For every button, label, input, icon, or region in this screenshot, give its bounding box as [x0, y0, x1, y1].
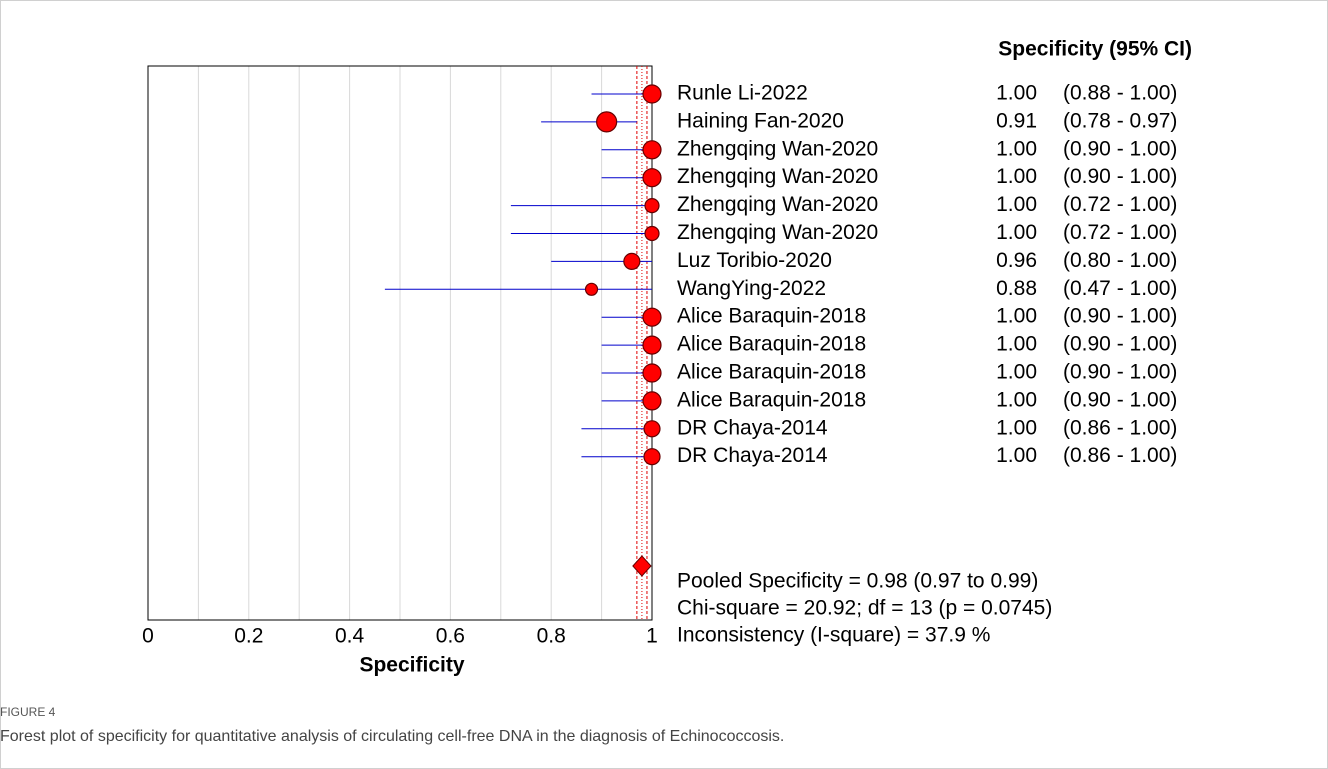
ci-label: (0.86 - 1.00) — [1063, 416, 1177, 439]
point-estimate — [584, 282, 599, 296]
x-tick-label: 0.6 — [436, 625, 465, 648]
point-estimate — [643, 448, 661, 466]
x-axis-label: Specificity — [359, 654, 464, 677]
figure-caption: Forest plot of specificity for quantitat… — [0, 728, 784, 745]
ci-label: (0.90 - 1.00) — [1063, 361, 1177, 384]
value-label: 1.00 — [996, 193, 1037, 216]
ci-label: (0.90 - 1.00) — [1063, 137, 1177, 160]
study-name: Haining Fan-2020 — [677, 109, 844, 132]
study-name: Alice Baraquin-2018 — [677, 305, 866, 328]
value-label: 1.00 — [996, 137, 1037, 160]
study-name: DR Chaya-2014 — [677, 444, 828, 467]
pooled-diamond — [632, 555, 652, 577]
study-name: WangYing-2022 — [677, 277, 826, 300]
study-name: Zhengqing Wan-2020 — [677, 193, 878, 216]
value-label: 0.96 — [996, 249, 1037, 272]
study-name: Zhengqing Wan-2020 — [677, 137, 878, 160]
value-label: 0.88 — [996, 277, 1037, 300]
study-name: Alice Baraquin-2018 — [677, 333, 866, 356]
point-estimate — [642, 307, 662, 327]
ci-label: (0.90 - 1.00) — [1063, 388, 1177, 411]
value-label: 1.00 — [996, 305, 1037, 328]
point-estimate — [642, 335, 662, 355]
study-name: DR Chaya-2014 — [677, 416, 828, 439]
value-label: 1.00 — [996, 361, 1037, 384]
point-estimate — [623, 252, 641, 270]
study-name: Zhengqing Wan-2020 — [677, 221, 878, 244]
ci-label: (0.90 - 1.00) — [1063, 333, 1177, 356]
ci-label: (0.72 - 1.00) — [1063, 221, 1177, 244]
annotation: Inconsistency (I-square) = 37.9 % — [677, 624, 990, 647]
point-estimate — [642, 168, 662, 188]
study-name: Zhengqing Wan-2020 — [677, 165, 878, 188]
point-estimate — [644, 198, 660, 214]
value-label: 1.00 — [996, 333, 1037, 356]
point-estimate — [642, 140, 662, 160]
annotation: Pooled Specificity = 0.98 (0.97 to 0.99) — [677, 570, 1038, 593]
value-label: 1.00 — [996, 165, 1037, 188]
ci-label: (0.88 - 1.00) — [1063, 82, 1177, 105]
x-tick-label: 0.2 — [234, 625, 263, 648]
value-label: 0.91 — [996, 109, 1037, 132]
point-estimate — [644, 225, 660, 242]
point-estimate — [643, 420, 661, 438]
annotation: Chi-square = 20.92; df = 13 (p = 0.0745) — [677, 597, 1052, 620]
study-name: Alice Baraquin-2018 — [677, 361, 866, 384]
point-estimate — [642, 391, 662, 411]
ci-label: (0.90 - 1.00) — [1063, 305, 1177, 328]
value-label: 1.00 — [996, 221, 1037, 244]
study-name: Alice Baraquin-2018 — [677, 388, 866, 411]
value-label: 1.00 — [996, 416, 1037, 439]
ci-label: (0.72 - 1.00) — [1063, 193, 1177, 216]
ci-label: (0.78 - 0.97) — [1063, 109, 1177, 132]
ci-label: (0.86 - 1.00) — [1063, 444, 1177, 467]
point-estimate — [642, 363, 662, 383]
x-tick-label: 0.4 — [335, 625, 365, 648]
figure-label: FIGURE 4 — [0, 705, 56, 719]
point-estimate — [596, 111, 618, 133]
x-tick-label: 0 — [142, 625, 154, 648]
ci-label: (0.80 - 1.00) — [1063, 249, 1177, 272]
value-label: 1.00 — [996, 388, 1037, 411]
study-name: Luz Toribio-2020 — [677, 249, 832, 272]
x-tick-label: 0.8 — [537, 625, 566, 648]
x-tick-label: 1 — [646, 625, 658, 648]
ci-label: (0.90 - 1.00) — [1063, 165, 1177, 188]
value-label: 1.00 — [996, 82, 1037, 105]
column-title: Specificity (95% CI) — [998, 38, 1192, 61]
value-label: 1.00 — [996, 444, 1037, 467]
point-estimate — [642, 84, 662, 104]
study-name: Runle Li-2022 — [677, 82, 808, 105]
ci-label: (0.47 - 1.00) — [1063, 277, 1177, 300]
